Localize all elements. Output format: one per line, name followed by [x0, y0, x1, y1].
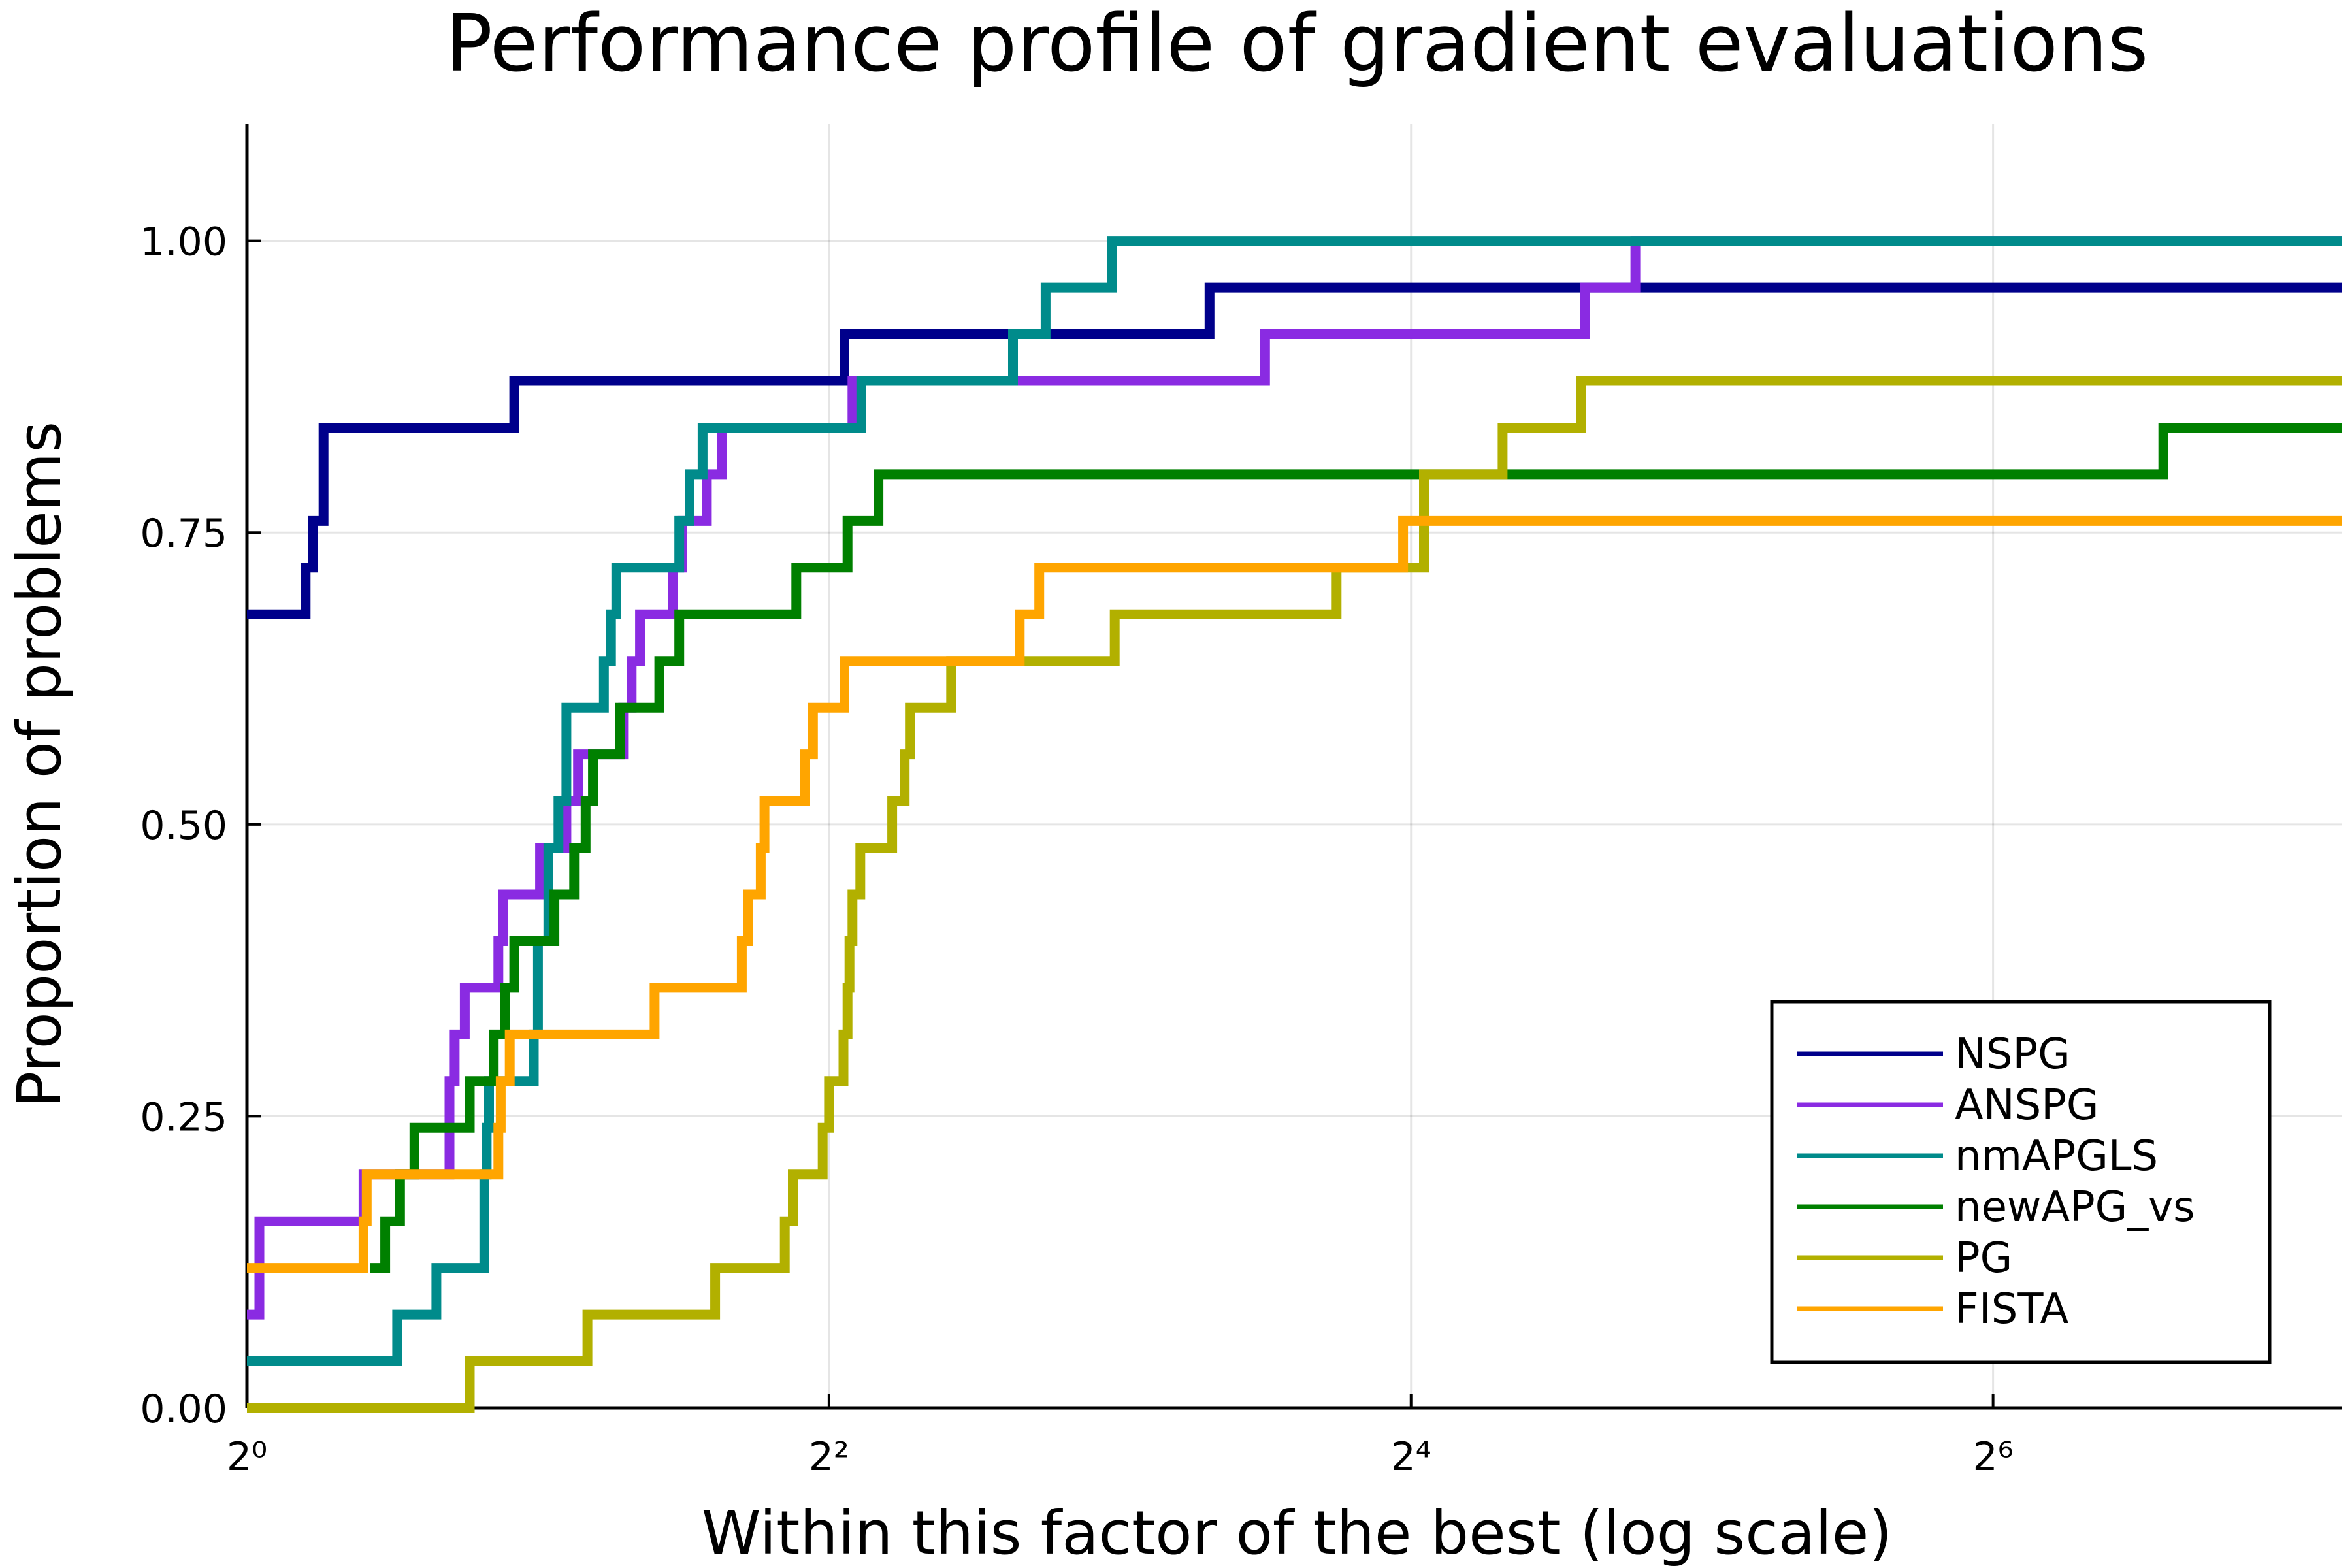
y-tick-label: 0.75	[140, 511, 227, 557]
legend-label: PG	[1955, 1234, 2012, 1282]
data-series	[247, 236, 2342, 1413]
y-tick-label: 1.00	[140, 220, 227, 265]
y-axis-label: Proportion of problems	[5, 421, 74, 1107]
x-axis-label: Within this factor of the best (log scal…	[702, 1498, 1893, 1568]
legend-label: FISTA	[1955, 1285, 2068, 1333]
series-line-nspg	[247, 282, 2342, 619]
axes	[245, 124, 2342, 1410]
legend-label: nmAPGLS	[1955, 1132, 2158, 1181]
chart-title: Performance profile of gradient evaluati…	[446, 0, 2149, 90]
series-line-pg	[247, 376, 2342, 1413]
legend-label: ANSPG	[1955, 1081, 2099, 1130]
series-line-fista	[247, 515, 2342, 1273]
legend-label: newAPG_vs	[1955, 1183, 2195, 1232]
y-tick-label: 0.00	[140, 1386, 227, 1432]
x-tick-label: 2⁶	[1973, 1434, 2014, 1480]
y-tick-label: 0.50	[140, 803, 227, 849]
tick-labels: 0.00 0.25 0.50 0.75 1.00 2⁰ 2² 2⁴ 2⁶	[140, 220, 2013, 1480]
legend-label: NSPG	[1955, 1030, 2070, 1079]
series-line-newapg-vs	[370, 423, 2342, 1273]
legend-box	[1770, 1000, 2272, 1364]
x-tick-label: 2⁴	[1391, 1434, 1431, 1480]
x-tick-label: 2⁰	[227, 1434, 267, 1480]
x-tick-label: 2²	[809, 1434, 849, 1480]
y-tick-label: 0.25	[140, 1094, 227, 1140]
